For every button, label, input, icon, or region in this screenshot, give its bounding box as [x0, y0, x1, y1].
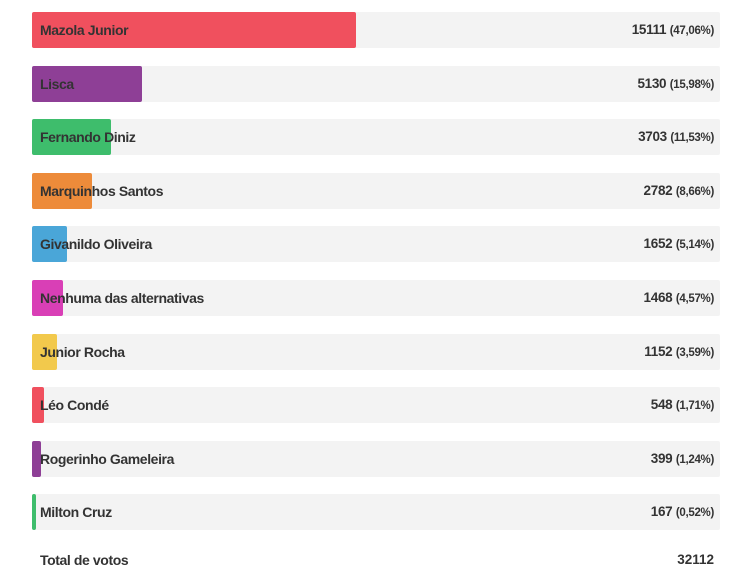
vote-count: 167	[650, 504, 673, 520]
result-label: Léo Condé	[40, 397, 109, 414]
result-value: 2782 (8,66%)	[643, 173, 715, 210]
result-bar	[32, 440, 41, 477]
result-value: 1468 (4,57%)	[643, 280, 715, 317]
result-bar	[32, 333, 57, 370]
result-value: 5130 (15,98%)	[637, 66, 714, 103]
result-label: Givanildo Oliveira	[40, 236, 152, 253]
result-bar	[32, 494, 36, 531]
vote-percent: (11,53%)	[670, 132, 714, 145]
vote-percent: (4,57%)	[675, 292, 714, 305]
result-row: Junior Rocha 1152 (3,59%)	[32, 333, 720, 371]
result-value: 167 (0,52%)	[650, 494, 715, 531]
result-label: Mazola Junior	[40, 22, 129, 38]
result-row: Marquinhos Santos 2782 (8,66%)	[32, 172, 720, 210]
vote-count: 15111	[631, 22, 667, 37]
poll-results: Mazola Junior 15111 (47,06%) Lisca 5130 (15…	[32, 12, 720, 548]
result-bar	[32, 387, 44, 424]
total-value: 32112	[677, 552, 714, 567]
result-row: Léo Condé 548 (1,71%)	[32, 387, 720, 424]
result-row: Fernando Diniz 3703 (11,53%)	[32, 119, 720, 156]
result-bar	[32, 12, 356, 48]
vote-count: 2782	[643, 182, 673, 198]
result-value: 15111 (47,06%)	[631, 12, 715, 49]
result-label: Milton Cruz	[40, 504, 112, 521]
result-row: Nenhuma das alternativas 1468 (4,57%)	[32, 279, 720, 317]
result-label: Marquinhos Santos	[40, 182, 164, 199]
vote-percent: (1,24%)	[675, 453, 714, 466]
total-label: Total de votos	[40, 552, 129, 568]
vote-count: 548	[650, 397, 673, 413]
result-value: 399 (1,24%)	[650, 441, 715, 478]
result-bar	[32, 65, 142, 102]
total-row: Total de votos 32112	[32, 545, 720, 575]
result-label: Junior Rocha	[40, 343, 125, 360]
result-bar	[32, 279, 64, 316]
result-value: 1652 (5,14%)	[643, 226, 715, 263]
result-label: Rogerinho Gameleira	[40, 450, 174, 467]
result-label: Fernando Diniz	[40, 129, 136, 146]
result-label: Lisca	[40, 75, 74, 92]
vote-percent: (0,52%)	[675, 507, 714, 520]
vote-count: 3703	[638, 129, 667, 145]
vote-count: 1152	[644, 343, 673, 359]
vote-percent: (8,66%)	[675, 185, 714, 198]
vote-count: 1468	[643, 289, 673, 305]
result-value: 3703 (11,53%)	[638, 119, 714, 156]
vote-count: 5130	[637, 75, 667, 91]
result-row: Milton Cruz 167 (0,52%)	[32, 494, 720, 531]
vote-count: 1652	[643, 236, 673, 252]
result-label: Nenhuma das alternativas	[40, 289, 204, 306]
result-row: Lisca 5130 (15,98%)	[32, 65, 720, 103]
vote-percent: (1,71%)	[675, 400, 714, 413]
result-row: Mazola Junior 15111 (47,06%)	[32, 12, 720, 48]
result-value: 1152 (3,59%)	[644, 334, 714, 371]
vote-percent: (5,14%)	[675, 239, 714, 252]
result-bar	[32, 119, 112, 156]
vote-percent: (3,59%)	[675, 346, 714, 359]
result-row: Givanildo Oliveira 1652 (5,14%)	[32, 226, 720, 263]
result-bar	[32, 226, 68, 263]
result-bar	[32, 172, 92, 209]
result-value: 548 (1,71%)	[650, 387, 715, 424]
result-row: Rogerinho Gameleira 399 (1,24%)	[32, 440, 720, 478]
vote-percent: (15,98%)	[669, 78, 715, 91]
vote-count: 399	[650, 450, 673, 466]
vote-percent: (47,06%)	[669, 25, 715, 37]
